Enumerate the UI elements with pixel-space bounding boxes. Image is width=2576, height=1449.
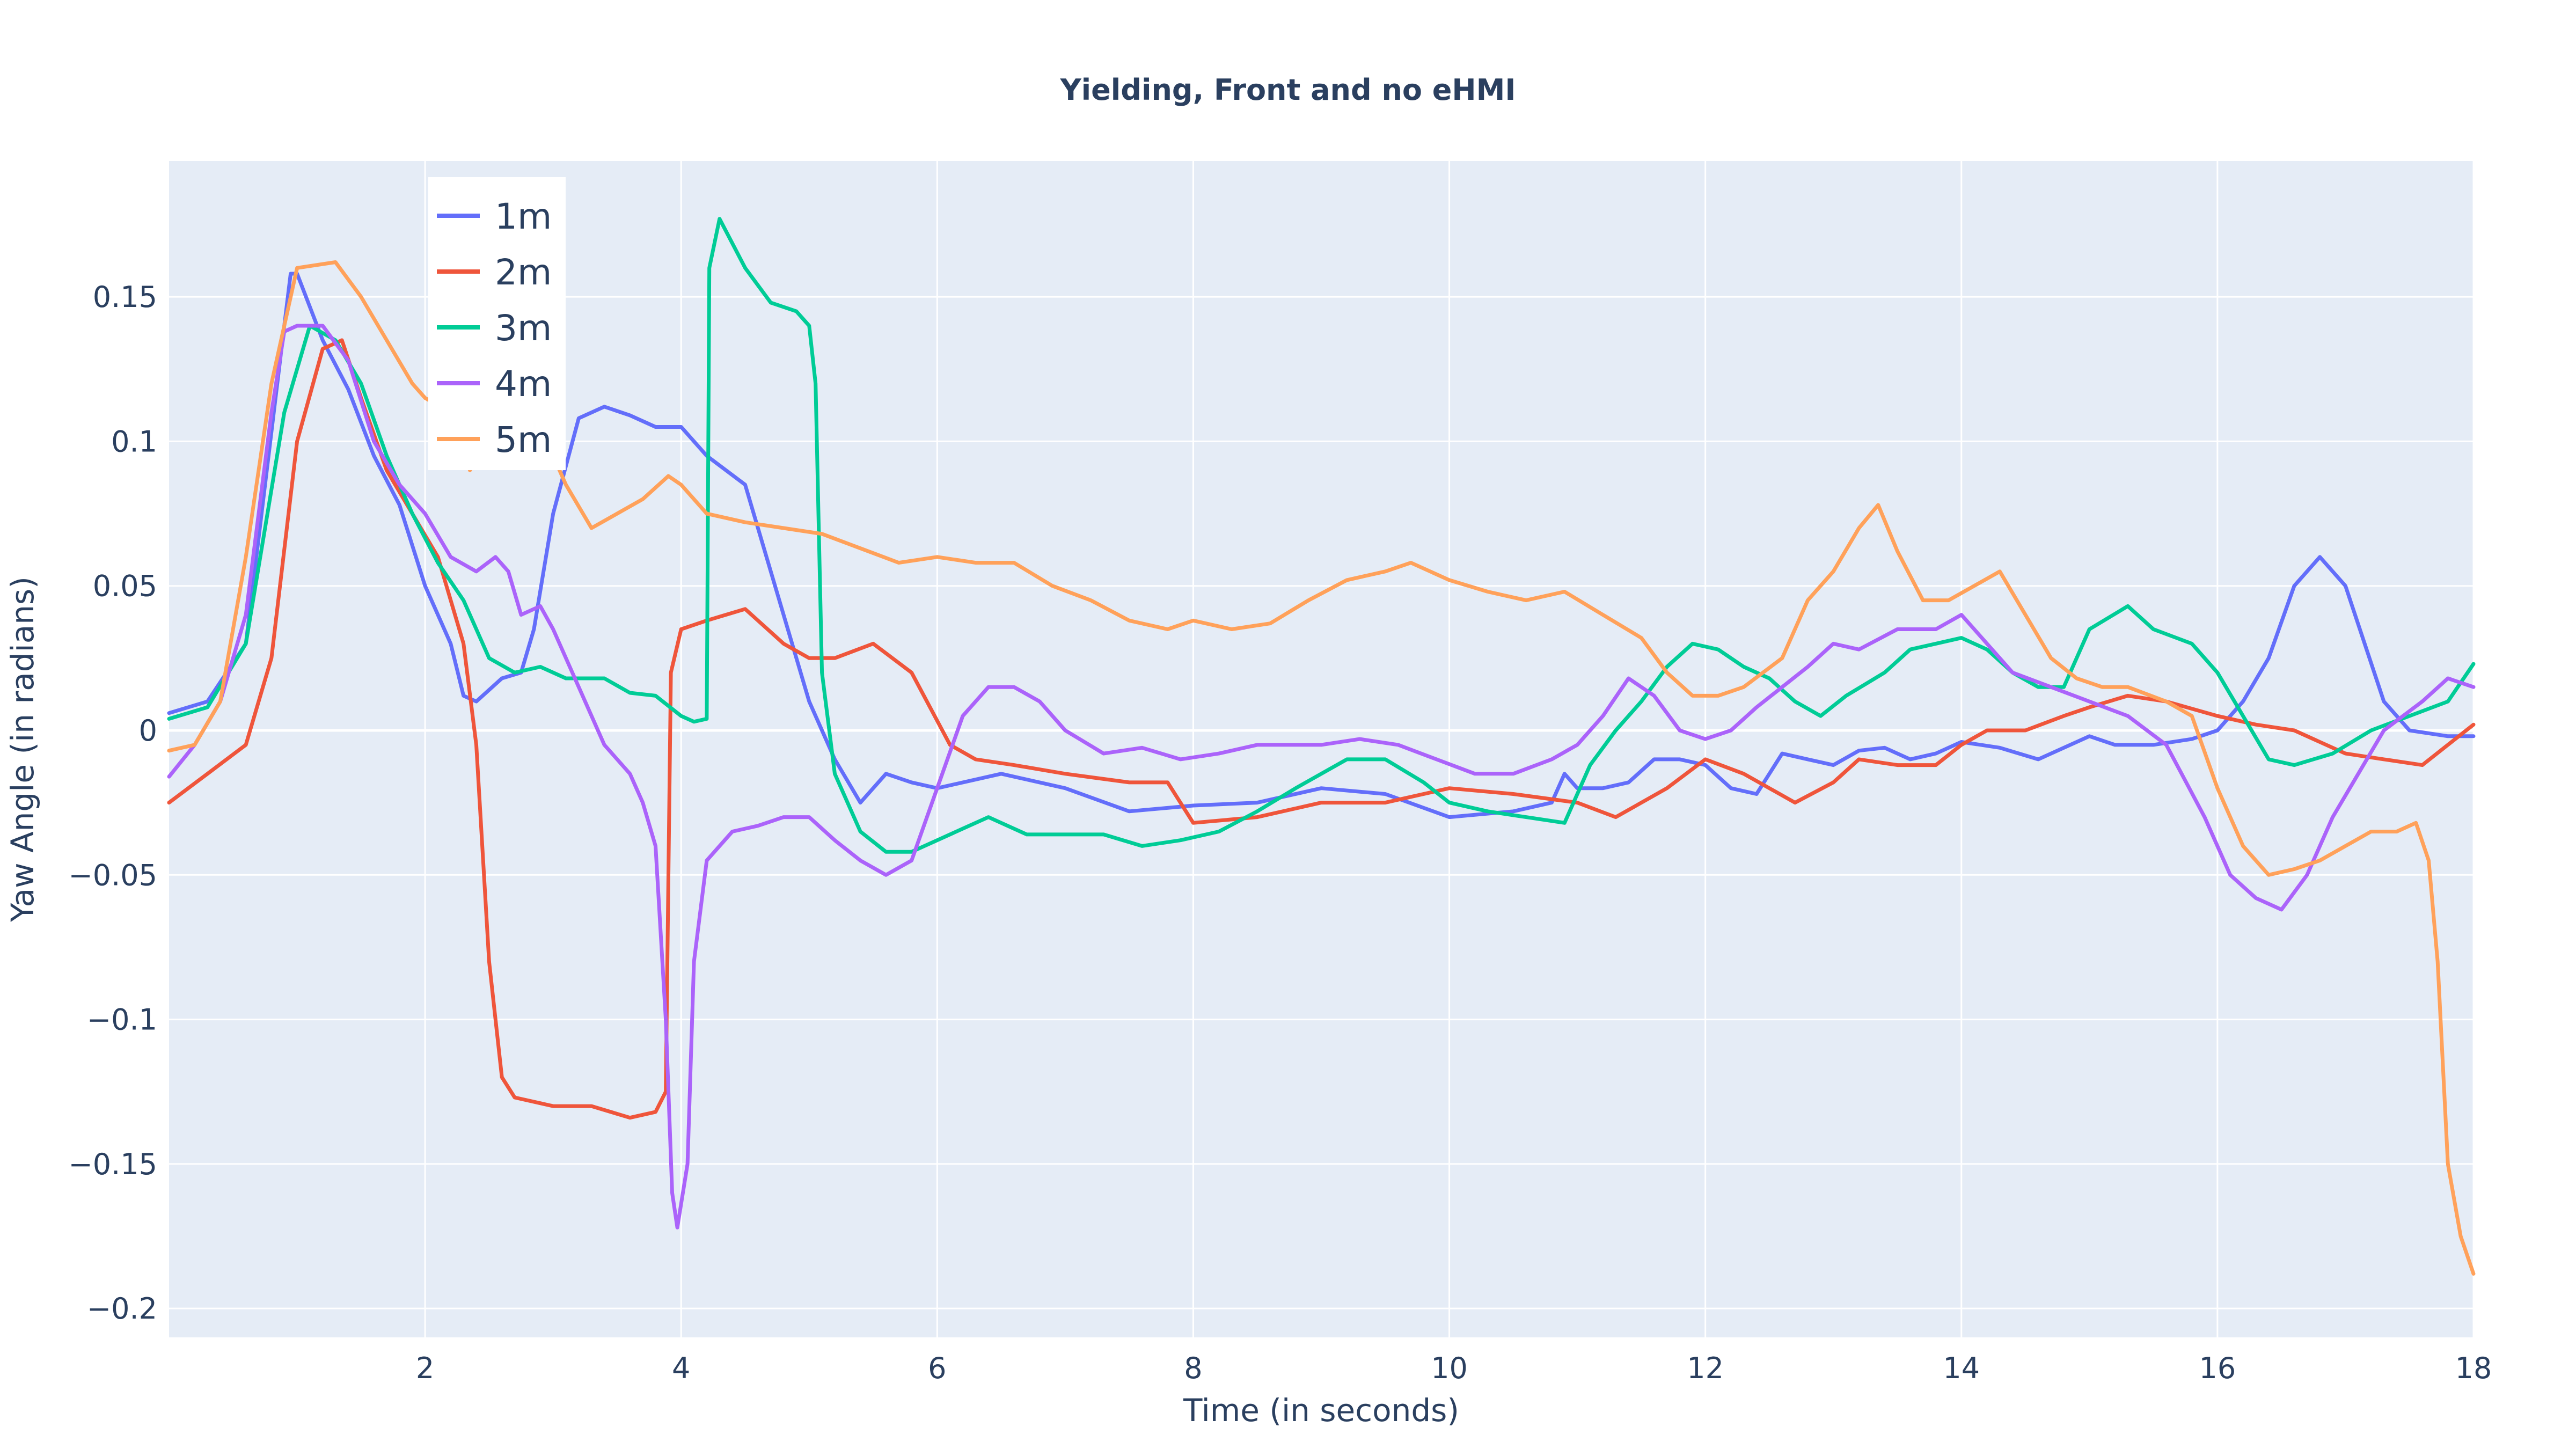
x-axis-ticks: 2 4 6 8 10 12 14 16 18 (416, 1351, 2492, 1385)
series-line-2m (167, 338, 2476, 1120)
legend-label-4m: 4m (495, 363, 552, 405)
x-tick-label: 12 (1687, 1351, 1724, 1385)
x-tick-label: 16 (2199, 1351, 2236, 1385)
x-axis-label: Time (in seconds) (1183, 1392, 1459, 1429)
x-tick-label: 14 (1943, 1351, 1980, 1385)
y-tick-label: 0 (139, 714, 157, 748)
y-tick-label: −0.15 (69, 1147, 157, 1181)
y-tick-label: −0.1 (87, 1003, 157, 1037)
x-tick-label: 8 (1184, 1351, 1202, 1385)
y-tick-label: −0.2 (87, 1292, 157, 1326)
legend-label-2m: 2m (495, 252, 552, 293)
legend-box (428, 177, 566, 470)
legend: 1m 2m 3m 4m 5m (428, 177, 566, 470)
y-axis-ticks: 0.15 0.1 0.05 0 −0.05 −0.1 −0.15 −0.2 (69, 280, 157, 1326)
x-tick-label: 18 (2455, 1351, 2492, 1385)
series-line-4m (167, 324, 2476, 1230)
y-axis-label: Yaw Angle (in radians) (4, 576, 41, 923)
x-tick-label: 10 (1431, 1351, 1468, 1385)
gridlines (169, 161, 2475, 1337)
y-tick-label: 0.05 (93, 569, 157, 603)
legend-label-3m: 3m (495, 308, 552, 349)
chart-title: Yielding, Front and no eHMI (1060, 73, 1516, 107)
series-line-3m (167, 217, 2476, 854)
y-tick-label: −0.05 (69, 858, 157, 892)
series-line-1m (167, 272, 2476, 819)
legend-label-1m: 1m (495, 196, 552, 237)
x-tick-label: 6 (928, 1351, 946, 1385)
y-tick-label: 0.15 (93, 280, 157, 314)
x-tick-label: 2 (416, 1351, 434, 1385)
legend-label-5m: 5m (495, 419, 552, 460)
y-tick-label: 0.1 (111, 425, 157, 458)
x-tick-label: 4 (672, 1351, 690, 1385)
